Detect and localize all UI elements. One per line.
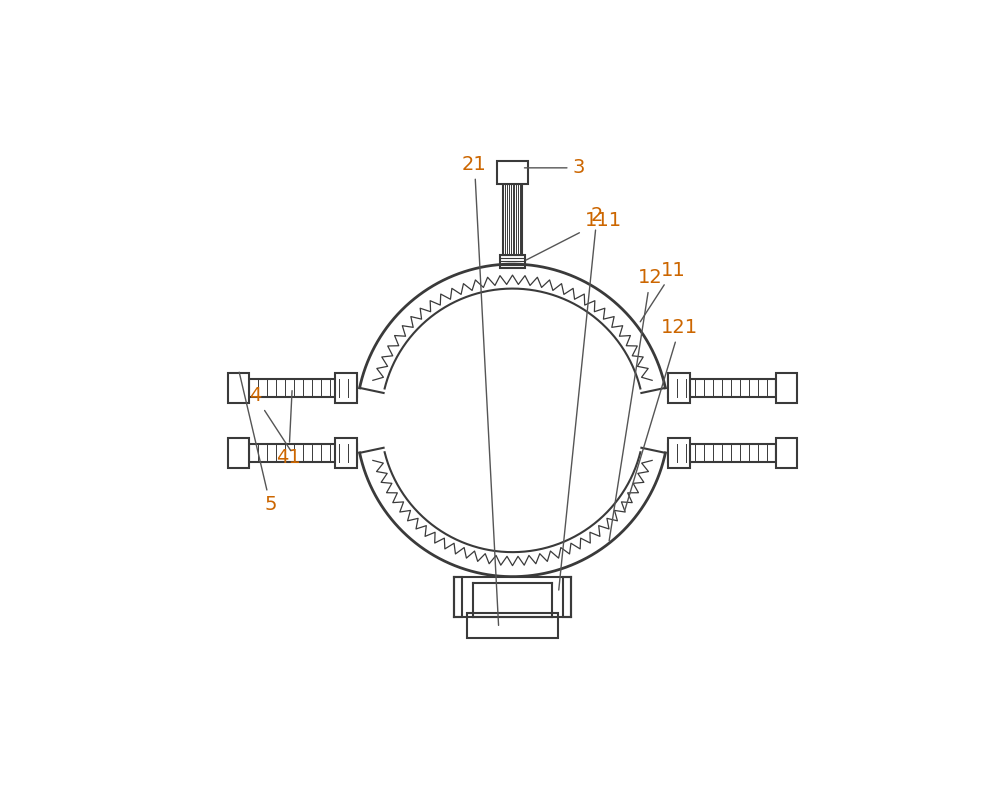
Bar [563,576,571,616]
Text: 2: 2 [559,205,603,590]
Bar [228,373,249,404]
Text: 12: 12 [609,268,663,540]
Bar [503,184,522,255]
Bar [228,438,249,468]
Bar [668,438,690,468]
Bar [668,379,776,397]
Bar [497,161,528,184]
Bar [249,443,357,462]
Text: 121: 121 [625,318,698,511]
Bar [500,255,525,268]
Bar [335,373,357,404]
Bar [454,576,462,616]
Bar [776,438,797,468]
Text: 11: 11 [640,261,686,322]
Bar [668,373,690,404]
Text: 3: 3 [524,158,585,178]
Text: 4: 4 [249,386,291,451]
Text: 21: 21 [462,154,499,626]
Text: 111: 111 [526,211,622,260]
Bar [467,614,558,638]
Text: 5: 5 [239,373,277,514]
Text: 41: 41 [276,391,301,466]
Bar [335,438,357,468]
Bar [249,379,357,397]
Bar [668,443,776,462]
Bar [776,373,797,404]
